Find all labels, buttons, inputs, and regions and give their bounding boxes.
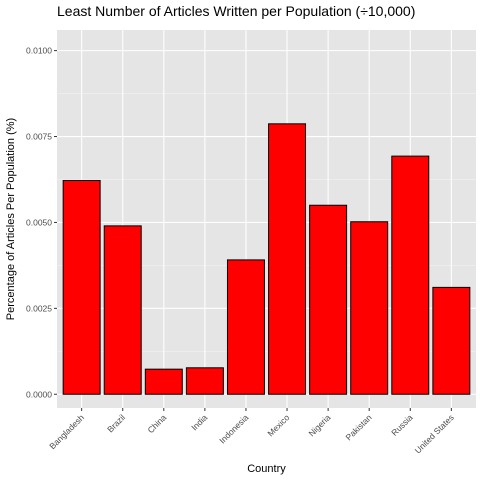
- x-tick-label: Nigeria: [306, 412, 332, 438]
- bar: [103, 225, 142, 395]
- x-tick-label: China: [145, 412, 168, 435]
- x-axis-ticks: Bangladesh Brazil China India Indonesia Mexic…: [47, 408, 456, 455]
- x-tick-label: Bangladesh: [47, 412, 86, 451]
- bar: [226, 259, 265, 395]
- bar: [268, 123, 307, 395]
- x-tick-label: Mexico: [265, 412, 291, 438]
- bars-group: [62, 123, 471, 395]
- x-tick-label: Pakistan: [343, 412, 373, 442]
- chart-title: Least Number of Articles Written per Pop…: [57, 3, 415, 19]
- y-tick-label: 0.0050: [26, 217, 52, 227]
- y-tick-label: 0.0075: [26, 132, 52, 142]
- bar: [309, 204, 348, 395]
- bar: [432, 286, 471, 395]
- bar: [144, 368, 183, 395]
- bar: [391, 155, 430, 395]
- bar: [350, 221, 389, 395]
- y-tick-label: 0.0025: [26, 303, 52, 313]
- x-axis-title: Country: [247, 463, 286, 475]
- y-axis-ticks: 0.0000 0.0025 0.0050 0.0075 0.0100: [26, 46, 57, 399]
- x-tick-label: Russia: [389, 412, 415, 438]
- bar: [62, 180, 101, 395]
- x-tick-label: Indonesia: [217, 412, 250, 445]
- x-tick-label: India: [189, 412, 209, 432]
- y-tick-label: 0.0100: [26, 46, 52, 56]
- bar: [185, 367, 224, 395]
- y-tick-label: 0.0000: [26, 389, 52, 399]
- x-tick-label: Brazil: [105, 412, 127, 434]
- y-axis-title: Percentage of Articles Per Population (%…: [5, 118, 17, 320]
- x-tick-label: United States: [413, 412, 456, 455]
